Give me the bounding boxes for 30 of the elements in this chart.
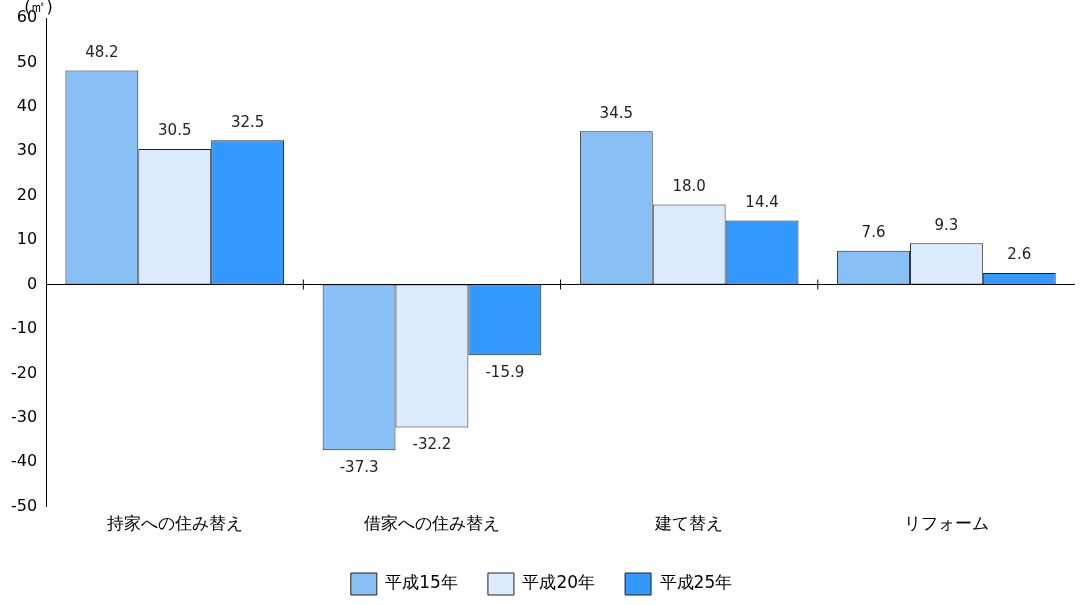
y-tick-label: -50 (10, 495, 38, 515)
y-tick-label: -40 (10, 451, 38, 471)
y-tick-label: 20 (16, 184, 38, 204)
data-label: -32.2 (412, 434, 452, 453)
data-label: 48.2 (85, 42, 119, 61)
y-tick-label: 50 (16, 51, 38, 71)
data-label: 34.5 (599, 103, 633, 122)
data-label: -37.3 (339, 457, 379, 476)
x-tick-label: 建て替え (654, 513, 724, 534)
data-label: 30.5 (158, 121, 192, 140)
x-tick-label: リフォーム (903, 513, 989, 534)
data-label: 18.0 (672, 176, 706, 195)
y-tick-label: 10 (16, 229, 38, 249)
y-tick-label: 40 (16, 95, 38, 115)
x-tick-label: 借家への住み替え (363, 513, 500, 534)
y-tick-label: -20 (10, 362, 38, 382)
y-tick-label: -10 (10, 318, 38, 338)
legend-label: 平成15年 (385, 572, 458, 593)
y-tick-label: 30 (16, 140, 38, 160)
data-label: 9.3 (934, 215, 959, 234)
y-tick-label: 0 (26, 273, 38, 293)
data-label: 32.5 (230, 112, 265, 131)
x-tick-label: 持家への住み替え (106, 513, 243, 534)
legend-label: 平成20年 (522, 572, 596, 593)
data-label: -15.9 (485, 362, 525, 381)
data-label: 7.6 (861, 223, 886, 242)
data-label: 2.6 (1007, 245, 1032, 264)
data-label: 14.4 (745, 192, 779, 211)
legend-label: 平成25年 (659, 572, 733, 593)
y-tick-label: -30 (10, 406, 38, 426)
